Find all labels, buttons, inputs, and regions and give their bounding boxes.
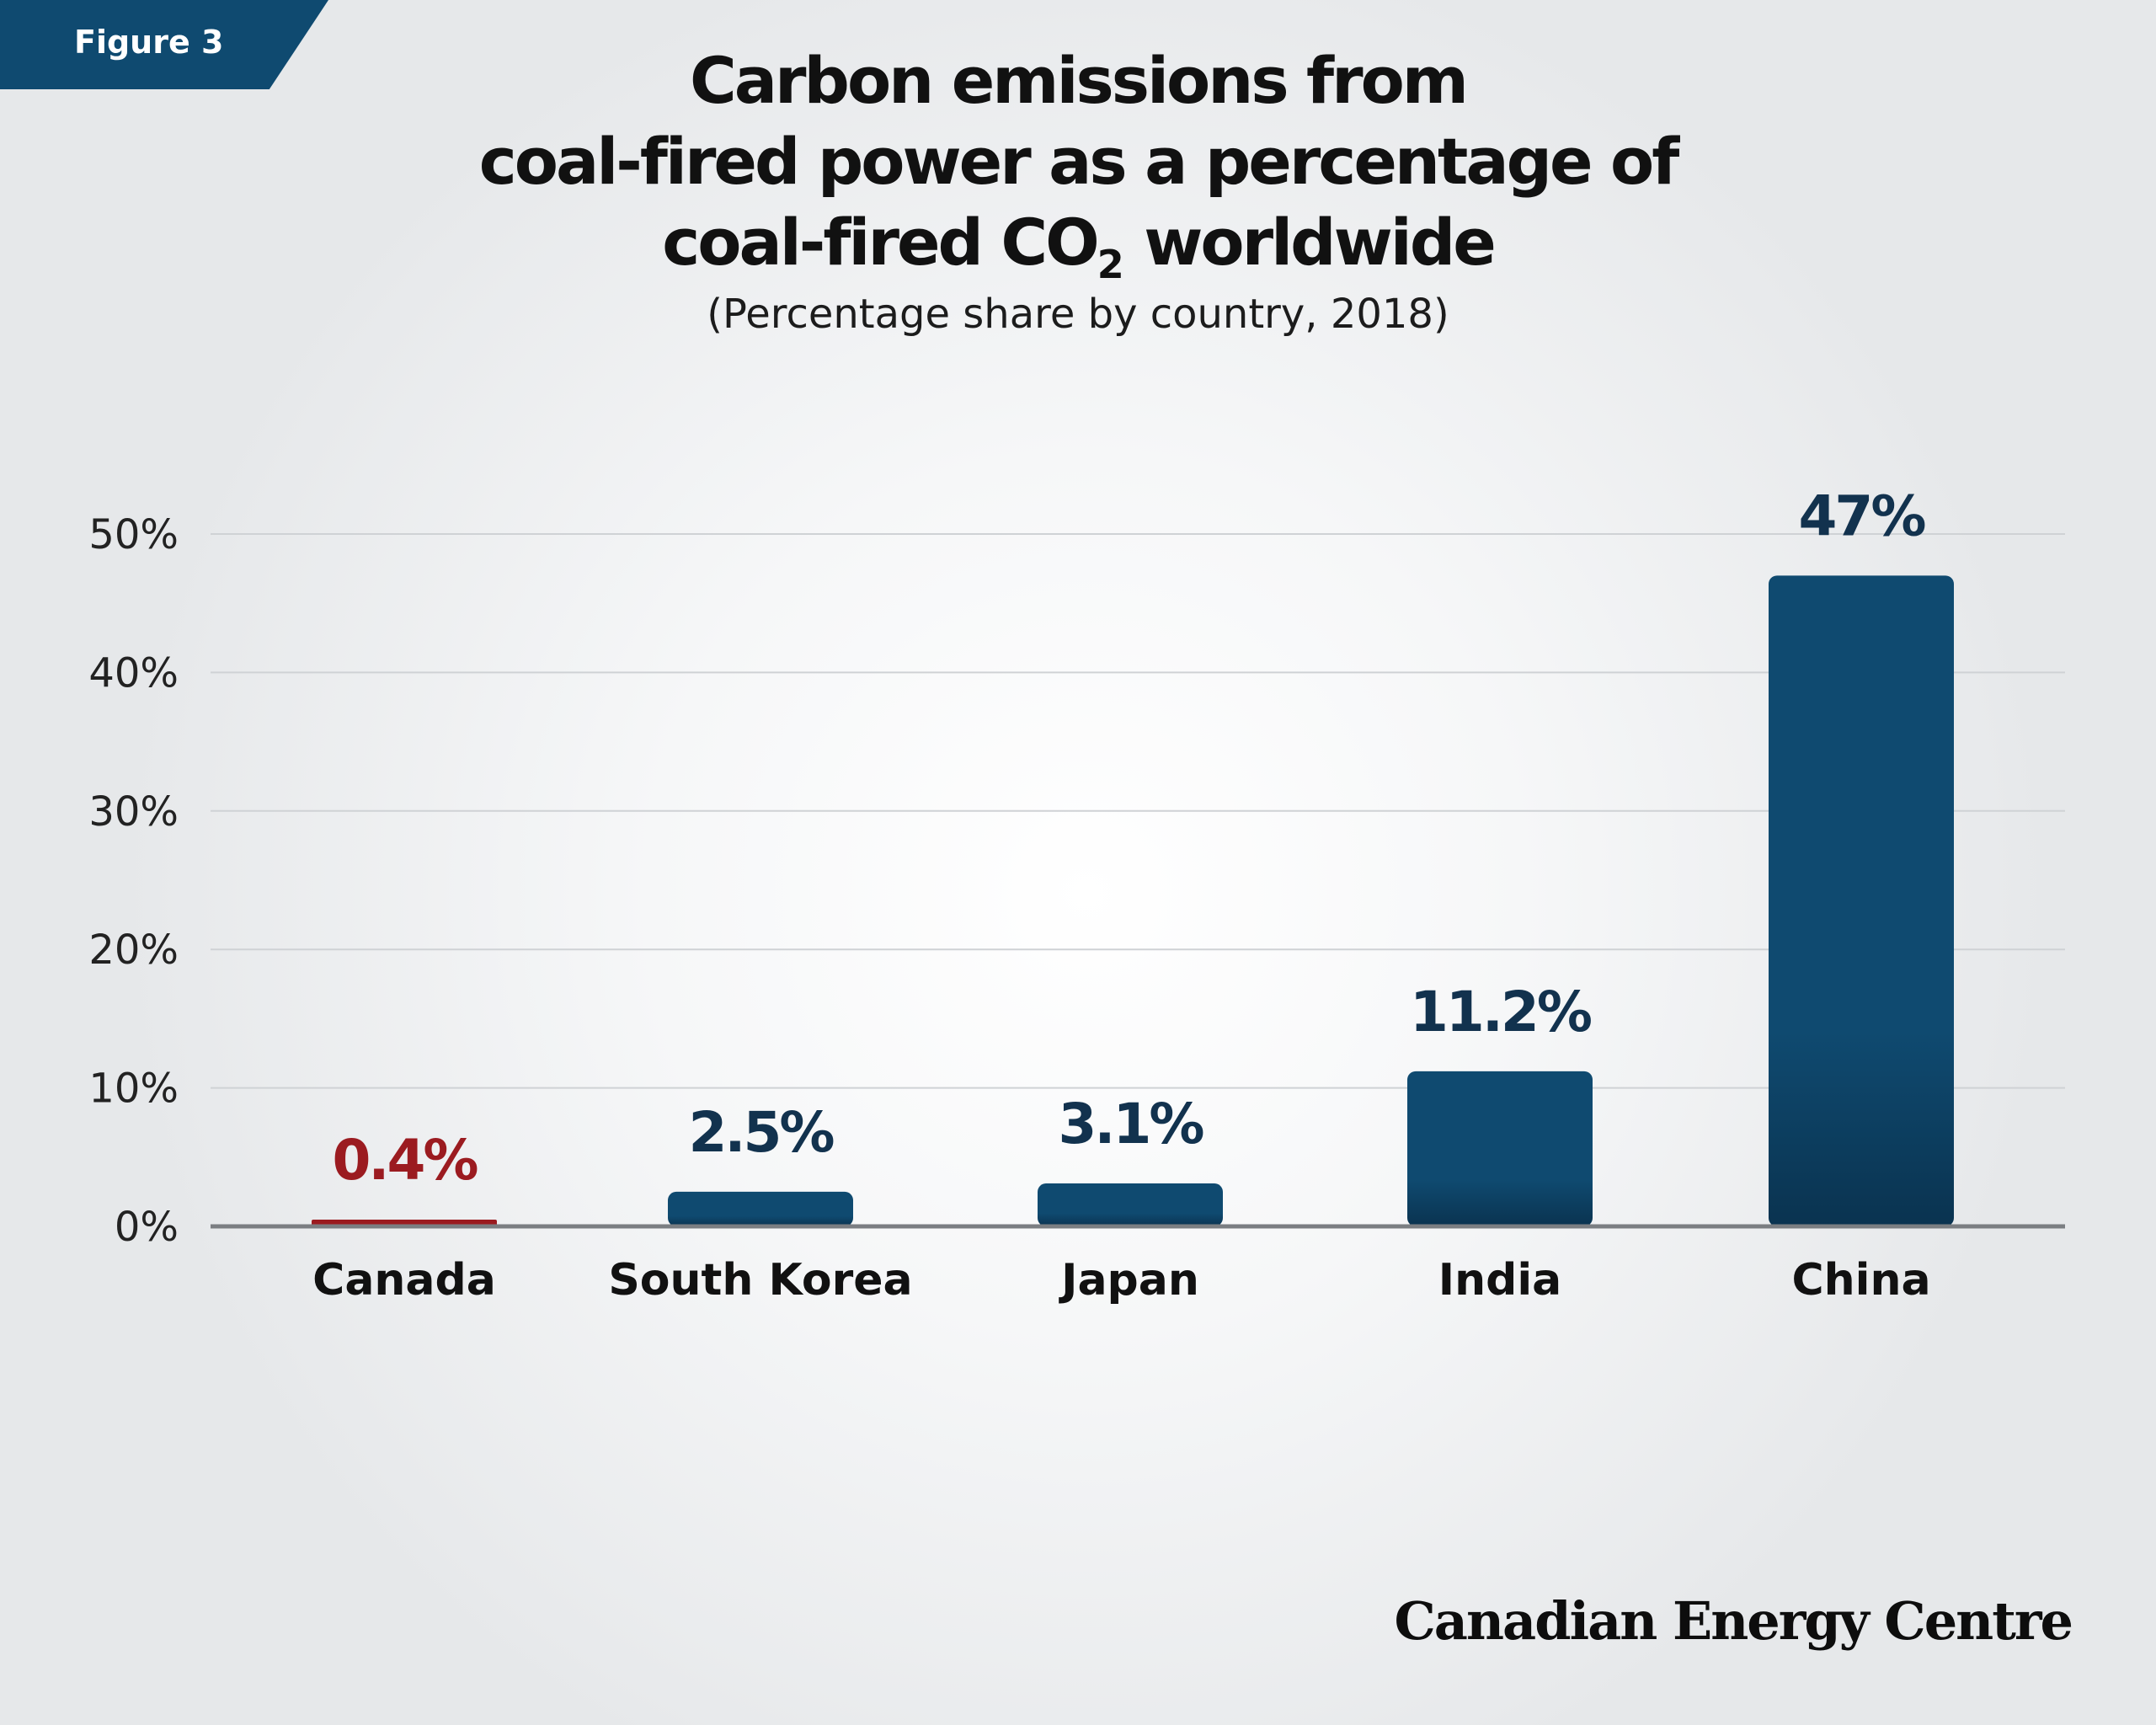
data-label: 0.4% xyxy=(332,1128,478,1193)
y-tick-label: 30% xyxy=(88,788,179,836)
title-line-3-end: worldwide xyxy=(1123,205,1497,280)
x-tick-label: South Korea xyxy=(608,1255,912,1306)
bar xyxy=(1407,1071,1593,1226)
y-tick-label: 10% xyxy=(88,1065,179,1113)
figure-label: Figure 3 xyxy=(74,24,224,61)
bar xyxy=(1038,1183,1223,1226)
x-tick-label: Canada xyxy=(312,1255,496,1306)
chart-title-line-1: Carbon emissions from xyxy=(690,43,1469,118)
figure-badge xyxy=(0,0,328,89)
title-subscript: 2 xyxy=(1097,242,1124,288)
data-label: 11.2% xyxy=(1410,980,1592,1044)
chart-title-line-3: coal-fired CO2 worldwide xyxy=(236,202,1920,305)
chart-title-line-2: coal-fired power as a percentage of xyxy=(478,124,1680,199)
data-label: 3.1% xyxy=(1058,1092,1203,1156)
x-tick-label: China xyxy=(1791,1255,1930,1306)
x-tick-label: Japan xyxy=(1059,1255,1199,1306)
title-line-3-main: coal-fired CO xyxy=(662,205,1100,280)
y-tick-label: 40% xyxy=(88,649,179,697)
chart-subtitle: (Percentage share by country, 2018) xyxy=(707,291,1449,338)
y-tick-label: 20% xyxy=(88,927,179,974)
data-label: 2.5% xyxy=(688,1100,834,1165)
data-label: 47% xyxy=(1799,483,1926,548)
y-tick-label: 0% xyxy=(115,1204,179,1251)
y-tick-label: 50% xyxy=(88,511,179,558)
bar xyxy=(668,1191,853,1226)
x-tick-label: India xyxy=(1438,1255,1562,1306)
bar xyxy=(1769,575,1954,1226)
brand-wordmark: Canadian Energy Centre xyxy=(1394,1590,2073,1652)
